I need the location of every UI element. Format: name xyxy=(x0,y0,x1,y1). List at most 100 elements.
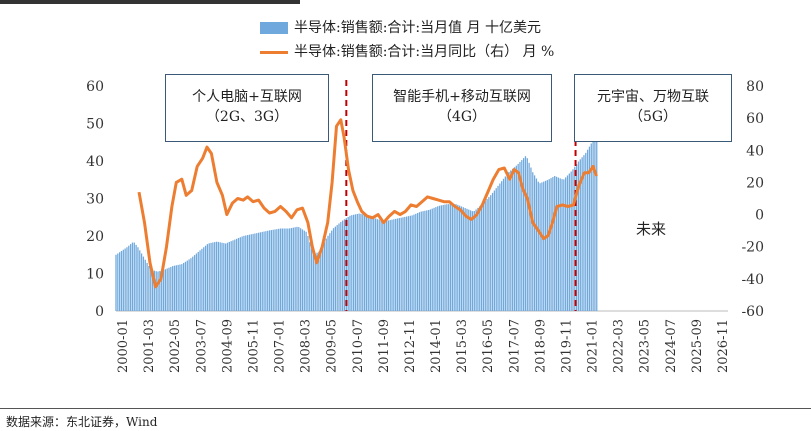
bar xyxy=(424,210,426,311)
bar xyxy=(289,228,291,311)
data-source: 数据来源：东北证券，Wind xyxy=(6,415,158,429)
bar xyxy=(429,209,432,311)
bar xyxy=(179,264,181,311)
bar xyxy=(522,158,525,311)
bar xyxy=(416,213,419,311)
bar xyxy=(285,228,287,311)
bar xyxy=(340,221,342,311)
bar xyxy=(495,188,497,311)
annotation-pc-internet-sub: （2G、3G） xyxy=(205,109,289,125)
bar xyxy=(168,267,170,311)
bar xyxy=(488,197,490,311)
bar xyxy=(471,211,474,311)
bar xyxy=(367,215,369,311)
bar xyxy=(128,245,130,311)
bar xyxy=(241,236,243,311)
bar xyxy=(406,216,408,311)
bar xyxy=(530,167,532,311)
bar xyxy=(349,215,351,311)
bar xyxy=(305,231,307,311)
bar xyxy=(433,207,435,311)
bar xyxy=(541,182,543,311)
annotation-smartphone-mobile: 智能手机+移动互联网 （4G） xyxy=(372,74,552,142)
bar xyxy=(583,155,585,311)
y-left-tick-label: 0 xyxy=(95,304,104,320)
bar xyxy=(448,204,450,311)
bottom-rule xyxy=(0,408,811,409)
bar xyxy=(374,218,377,311)
bar xyxy=(150,269,152,311)
bar xyxy=(254,233,256,311)
bar xyxy=(398,218,400,311)
bar xyxy=(298,227,300,311)
bar xyxy=(329,233,331,311)
bar xyxy=(395,218,397,311)
bar xyxy=(184,261,187,311)
y-right-tick-label: 60 xyxy=(746,111,764,127)
bar xyxy=(422,211,424,311)
bar xyxy=(173,265,176,311)
x-tick-label: 2015-03 xyxy=(455,319,470,373)
bar xyxy=(369,216,371,311)
x-tick-label: 2024-07 xyxy=(664,319,679,373)
bar xyxy=(382,220,384,311)
bar xyxy=(139,250,141,311)
bar xyxy=(404,216,406,311)
bar xyxy=(310,248,313,311)
bar xyxy=(331,230,333,311)
x-tick-label: 2023-05 xyxy=(638,319,653,373)
bar xyxy=(323,242,326,311)
bar xyxy=(327,235,329,311)
bar xyxy=(533,175,536,311)
bar xyxy=(502,178,505,311)
bar xyxy=(464,208,466,311)
legend-bar-swatch xyxy=(260,22,288,34)
bar xyxy=(400,217,402,311)
y-left-tick-label: 50 xyxy=(86,117,104,133)
bar xyxy=(190,258,192,311)
bar xyxy=(129,244,132,311)
annotation-metaverse-iot: 元宇宙、万物互联 （5G） xyxy=(574,74,732,142)
bar xyxy=(214,242,216,311)
bar xyxy=(413,214,415,311)
bar xyxy=(568,173,570,311)
bar xyxy=(588,146,591,311)
bar xyxy=(155,271,157,311)
bar xyxy=(409,215,411,311)
bar xyxy=(508,171,510,311)
future-label: 未来 xyxy=(636,220,667,238)
bar xyxy=(283,228,285,311)
bar xyxy=(479,206,481,311)
bar xyxy=(506,174,508,311)
bar xyxy=(245,235,247,311)
bar xyxy=(199,250,201,311)
bar xyxy=(175,265,177,311)
bar xyxy=(539,183,541,311)
x-tick-label: 2002-05 xyxy=(168,319,183,373)
bar xyxy=(223,243,225,311)
x-tick-label: 2014-01 xyxy=(429,319,444,373)
bar xyxy=(462,207,464,311)
bar xyxy=(215,241,218,311)
bar xyxy=(360,213,362,311)
x-tick-label: 2008-03 xyxy=(299,319,314,373)
bar xyxy=(526,158,528,311)
annotation-pc-internet-title: 个人电脑+互联网 xyxy=(192,89,302,105)
bar xyxy=(493,190,496,311)
bar xyxy=(246,235,249,311)
legend-line-label: 半导体:销售额:合计:当月同比（右） 月 % xyxy=(294,44,555,60)
bar xyxy=(270,230,273,311)
bar xyxy=(124,248,126,311)
bar xyxy=(435,207,437,311)
bar xyxy=(120,251,123,311)
y-right-tick-label: 40 xyxy=(746,143,764,159)
axis-labels: 0 10 20 30 40 50 60 -60 -40 -20 0 20 40 60 80 2000-01 20… xyxy=(86,79,764,373)
bar xyxy=(504,176,506,311)
x-tick-label: 2022-03 xyxy=(612,319,627,373)
bar xyxy=(475,209,477,311)
bar xyxy=(272,229,274,311)
bar xyxy=(389,220,391,311)
bar xyxy=(237,238,240,311)
bar xyxy=(453,204,455,311)
bar xyxy=(201,248,203,311)
